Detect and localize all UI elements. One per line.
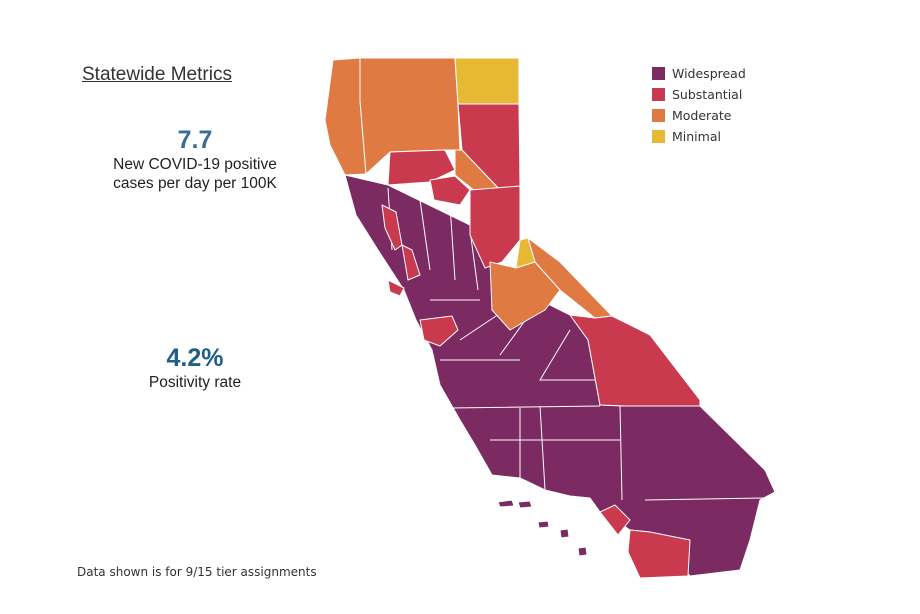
county-region-northeast[interactable] xyxy=(454,57,520,105)
island-3[interactable] xyxy=(537,520,550,529)
county-region-eastern-sierra[interactable] xyxy=(489,261,561,331)
cases-per-100k-value: 7.7 xyxy=(177,126,213,154)
legend-label-widespread: Widespread xyxy=(672,66,746,81)
county-region-marin[interactable] xyxy=(387,279,405,297)
county-region-south[interactable] xyxy=(344,174,776,577)
legend-label-minimal: Minimal xyxy=(672,129,721,144)
positivity-rate-value: 4.2% xyxy=(166,344,224,372)
legend-item-minimal: Minimal xyxy=(652,126,746,147)
island-2[interactable] xyxy=(517,500,533,509)
legend-label-substantial: Substantial xyxy=(672,87,743,102)
cases-per-100k-label-line1: New COVID-19 positive xyxy=(113,156,277,173)
legend-swatch-moderate xyxy=(652,109,665,122)
positivity-rate-label: Positivity rate xyxy=(148,374,242,391)
county-region-san-diego[interactable] xyxy=(627,529,691,579)
county-region-orange[interactable] xyxy=(599,504,631,536)
statewide-metrics-heading: Statewide Metrics xyxy=(82,64,232,85)
legend-item-moderate: Moderate xyxy=(652,105,746,126)
county-region-santa-cruz[interactable] xyxy=(419,315,459,347)
county-region-yuba[interactable] xyxy=(429,175,471,206)
cases-per-100k-label-line2: cases per day per 100K xyxy=(113,175,277,192)
island-4[interactable] xyxy=(559,528,570,539)
legend-swatch-widespread xyxy=(652,67,665,80)
county-region-sonoma[interactable] xyxy=(381,204,403,251)
cases-metric: 7.7 New COVID-19 positive cases per day … xyxy=(90,125,300,193)
legend-label-moderate: Moderate xyxy=(672,108,732,123)
legend-item-substantial: Substantial xyxy=(652,84,746,105)
island-5[interactable] xyxy=(577,546,588,557)
county-region-sierra-foothills[interactable] xyxy=(469,185,521,269)
legend-swatch-minimal xyxy=(652,130,665,143)
tier-date-footnote: Data shown is for 9/15 tier assignments xyxy=(77,565,317,579)
county-region-napa[interactable] xyxy=(401,244,421,281)
county-region-tehama[interactable] xyxy=(387,149,456,186)
legend-item-widespread: Widespread xyxy=(652,63,746,84)
county-region-inyo[interactable] xyxy=(569,314,701,407)
positivity-metric: 4.2% Positivity rate xyxy=(90,343,300,392)
tier-legend: Widespread Substantial Moderate Minimal xyxy=(652,63,746,147)
island-1[interactable] xyxy=(497,499,515,508)
legend-swatch-substantial xyxy=(652,88,665,101)
